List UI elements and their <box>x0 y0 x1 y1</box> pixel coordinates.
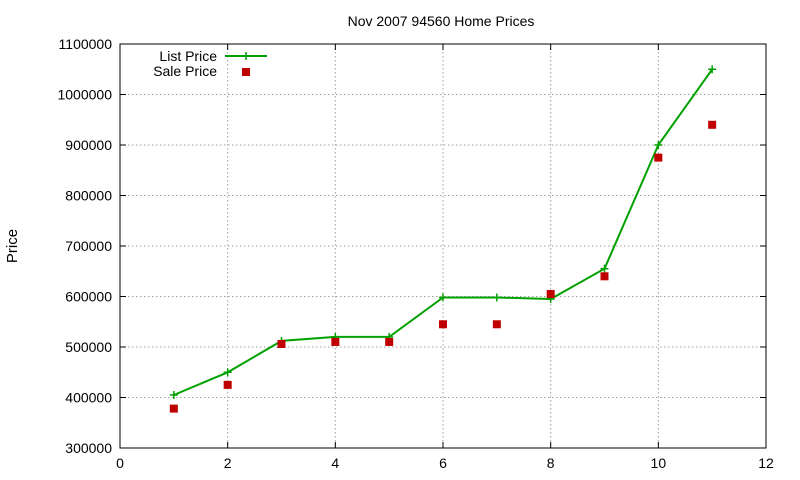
list-price-point <box>654 141 663 149</box>
list-price-point <box>600 264 609 273</box>
legend-label-list-price: List Price <box>159 48 217 64</box>
y-tick-label: 800000 <box>65 188 112 204</box>
series <box>169 65 717 413</box>
sale-price-point <box>385 337 394 346</box>
sale-price-point <box>223 380 232 389</box>
axis-ticks: 0 2 4 6 8 10 12 300000 400000 500000 600000 700000 8… <box>57 36 774 471</box>
x-tick-label: 2 <box>224 455 232 471</box>
x-tick-label: 8 <box>547 455 555 471</box>
sale-price-point <box>600 272 609 281</box>
y-tick-label: 400000 <box>65 390 112 406</box>
sale-price-point <box>546 289 555 298</box>
list-price-point <box>169 390 178 399</box>
y-axis-label: Price <box>4 229 21 263</box>
sale-price-point <box>492 320 501 329</box>
y-tick-label: 500000 <box>65 339 112 355</box>
y-tick-label: 300000 <box>65 440 112 456</box>
sale-price-point <box>169 404 178 413</box>
sale-price-point <box>708 120 717 129</box>
chart-title: Nov 2007 94560 Home Prices <box>348 13 535 29</box>
y-tick-label: 1100000 <box>59 36 113 52</box>
x-tick-label: 12 <box>758 455 774 471</box>
y-tick-label: 700000 <box>65 238 112 254</box>
legend-marker-list-price <box>242 52 250 60</box>
x-tick-label: 6 <box>439 455 447 471</box>
list-price-point <box>708 65 717 74</box>
sale-price-point <box>277 339 286 348</box>
x-tick-label: 4 <box>331 455 339 471</box>
grid <box>120 44 766 448</box>
sale-price-point <box>439 320 447 329</box>
sale-price-point <box>331 337 340 346</box>
sale-price-point <box>654 153 663 162</box>
y-tick-label: 600000 <box>65 289 112 305</box>
legend-plus <box>242 52 250 60</box>
list-price-point <box>492 293 501 302</box>
y-tick-label: 1000000 <box>57 87 112 103</box>
legend-marker-sale-price <box>242 68 250 76</box>
list-price-point <box>439 293 447 302</box>
list-price-point <box>223 368 232 377</box>
x-tick-label: 0 <box>116 455 124 471</box>
legend: List Price Sale Price <box>153 48 267 79</box>
y-tick-label: 900000 <box>65 137 112 153</box>
legend-label-sale-price: Sale Price <box>153 63 217 79</box>
x-tick-label: 10 <box>651 455 667 471</box>
